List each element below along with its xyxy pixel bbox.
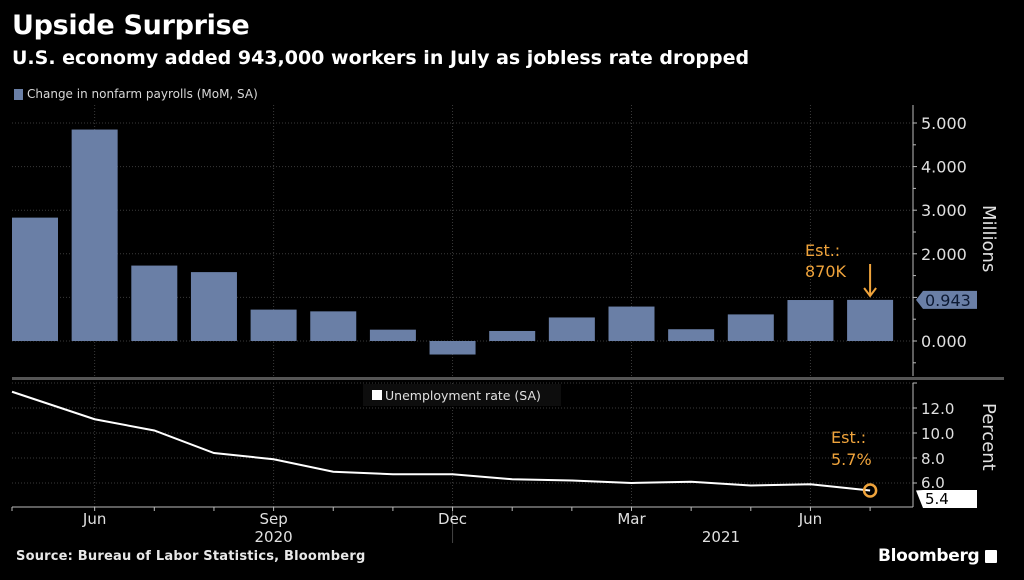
payrolls-bar [668,329,715,341]
brand-label: Bloomberg [878,546,980,566]
x-axis-month-label: Mar [617,510,646,528]
payrolls-last-value-label: 0.943 [925,291,971,310]
payrolls-bar [727,314,774,341]
unemployment-legend-box [363,384,561,406]
axes: 0.000 2.000 3.000 4.000 5.000 Millions Jun Sep D… [11,105,1004,546]
bloomberg-logo-icon [985,549,998,563]
bloomberg-brand: Bloomberg [878,546,998,566]
unemployment-line [11,390,871,492]
payrolls-bar [489,330,536,341]
payrolls-bar [608,306,655,341]
x-axis-year-label: 2021 [702,528,740,546]
unemployment-y-tick-label: 12.0 [921,400,954,418]
payrolls-bar [131,265,178,341]
x-axis-month-label: Jun [798,510,822,528]
payrolls-legend-swatch [14,88,23,100]
unemployment-last-point-marker [862,483,878,498]
x-axis-month-label: Dec [438,510,467,528]
payrolls-last-value-tag [916,290,977,309]
payrolls-bars [12,129,894,355]
payrolls-legend: Change in nonfarm payrolls (MoM, SA) [14,87,258,101]
annotations: 0.943 Est.: 870K Unemployment rate (SA) 5.4 E… [363,241,977,508]
unemployment-y-axis-title: Percent [978,403,999,471]
payrolls-bar [429,341,476,355]
payrolls-y-tick-label: 4.000 [921,158,967,177]
payrolls-y-tick-label: 3.000 [921,201,967,220]
x-axis-year-label: 2020 [255,528,293,546]
unemployment-y-tick-label: 10.0 [921,425,954,443]
payrolls-estimate-value: 870K [805,262,847,281]
panel-separator [12,377,1004,380]
payrolls-y-axis-title: Millions [978,205,999,272]
unemployment-y-tick-label: 8.0 [921,450,945,468]
unemployment-estimate-label: Est.: [831,428,866,447]
payrolls-bar [787,300,834,341]
payrolls-bar [310,311,357,341]
payrolls-bar [548,317,595,341]
payrolls-legend-label: Change in nonfarm payrolls (MoM, SA) [27,87,258,101]
chart-title: Upside Surprise [12,10,250,41]
unemployment-legend-label: Unemployment rate (SA) [385,388,541,403]
payrolls-bar [369,329,416,341]
payrolls-estimate-label: Est.: [805,241,840,260]
source-note: Source: Bureau of Labor Statistics, Bloo… [16,549,366,564]
unemployment-last-value-label: 5.4 [925,490,949,508]
unemployment-last-value-tag [916,490,977,508]
x-axis-month-label: Sep [259,510,287,528]
unemployment-y-tick-label: 6.0 [921,474,945,492]
payrolls-bar [847,299,894,341]
payrolls-bar [190,272,237,341]
x-axis-month-label: Jun [82,510,106,528]
unemployment-line-layer [11,390,878,498]
payrolls-y-tick-label: 0.000 [921,332,967,351]
unemployment-legend-swatch [372,390,382,400]
payrolls-bar [71,129,118,341]
payrolls-y-tick-label: 5.000 [921,114,967,133]
payrolls-y-tick-label: 2.000 [921,245,967,264]
unemployment-estimate-value: 5.7% [831,450,872,469]
payrolls-bar [12,217,58,341]
estimate-arrowhead-icon [863,287,877,298]
payrolls-bar [250,309,297,341]
chart-subtitle: U.S. economy added 943,000 workers in Ju… [12,47,750,69]
unemployment-gridlines [12,382,913,507]
